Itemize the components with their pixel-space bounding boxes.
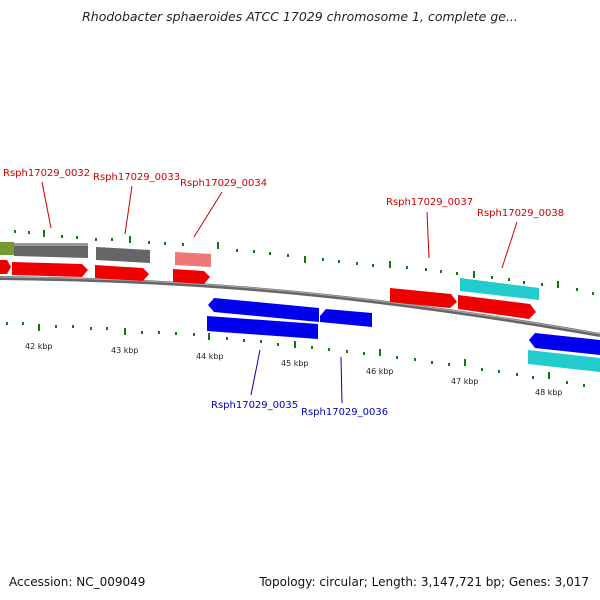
gene-arrow-forward[interactable] bbox=[458, 295, 536, 319]
feature-block-cyan[interactable] bbox=[460, 278, 539, 300]
chromosome-backbone-highlight bbox=[0, 276, 600, 335]
gene-arrow-forward[interactable] bbox=[12, 262, 88, 277]
gene-label-rsph17029-0033[interactable]: Rsph17029_0033 bbox=[93, 172, 180, 183]
feature-row-upper bbox=[0, 242, 600, 372]
gene-arrow-reverse[interactable] bbox=[320, 309, 372, 327]
gene-arrow-reverse[interactable] bbox=[208, 298, 319, 322]
forward-genes bbox=[0, 260, 536, 319]
accession-text: Accession: NC_009049 bbox=[9, 575, 146, 589]
gene-arrow-forward[interactable] bbox=[95, 265, 149, 281]
gene-label-rsph17029-0036[interactable]: Rsph17029_0036 bbox=[301, 407, 388, 418]
feature-block-gray[interactable] bbox=[14, 243, 88, 258]
upper-tick-track bbox=[14, 230, 594, 295]
map-title: Rhodobacter sphaeroides ATCC 17029 chrom… bbox=[82, 9, 518, 24]
scale-label: 45 kbp bbox=[281, 359, 309, 368]
gene-arrow-forward[interactable] bbox=[173, 269, 210, 284]
feature-block-gray[interactable] bbox=[96, 247, 150, 263]
gene-label-rsph17029-0032[interactable]: Rsph17029_0032 bbox=[3, 168, 90, 179]
feature-block-olive[interactable] bbox=[0, 242, 14, 255]
chromosome-backbone bbox=[0, 276, 600, 337]
scale-label: 43 kbp bbox=[111, 346, 139, 355]
topology-summary: Topology: circular; Length: 3,147,721 bp… bbox=[259, 575, 589, 589]
label-leaders bbox=[41, 181, 518, 404]
gene-label-rsph17029-0035[interactable]: Rsph17029_0035 bbox=[211, 400, 298, 411]
gene-arrow-forward[interactable] bbox=[0, 260, 11, 274]
lower-tick-track bbox=[6, 322, 585, 387]
scale-label: 46 kbp bbox=[366, 367, 394, 376]
gene-arrow-forward[interactable] bbox=[390, 288, 457, 308]
scale-label: 48 kbp bbox=[535, 388, 563, 397]
scale-label: 44 kbp bbox=[196, 352, 224, 361]
gene-label-rsph17029-0037[interactable]: Rsph17029_0037 bbox=[386, 197, 473, 208]
gene-arrow-reverse[interactable] bbox=[529, 333, 600, 355]
reverse-genes bbox=[207, 298, 600, 355]
feature-block-light-red[interactable] bbox=[175, 252, 211, 267]
scale-label: 47 kbp bbox=[451, 377, 479, 386]
gene-label-rsph17029-0034[interactable]: Rsph17029_0034 bbox=[180, 178, 267, 189]
gene-label-rsph17029-0038[interactable]: Rsph17029_0038 bbox=[477, 208, 564, 219]
feature-block-cyan[interactable] bbox=[528, 350, 600, 372]
gene-arrow-reverse[interactable] bbox=[207, 316, 318, 339]
scale-label: 42 kbp bbox=[25, 342, 53, 351]
